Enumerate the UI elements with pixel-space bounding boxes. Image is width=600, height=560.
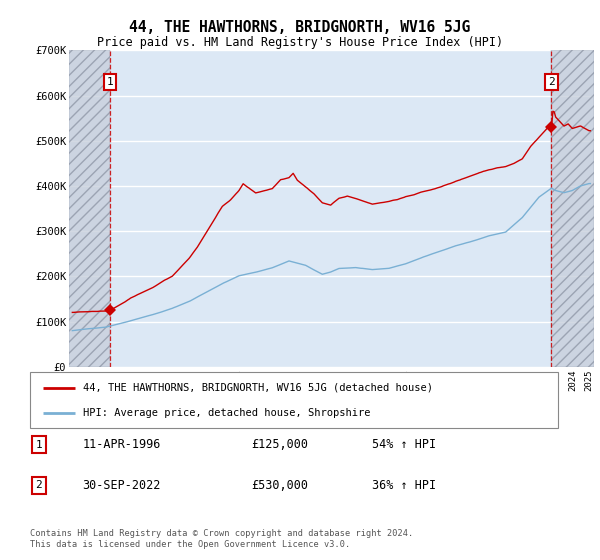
Text: £530,000: £530,000 (251, 479, 308, 492)
Text: 1: 1 (35, 440, 42, 450)
Text: Price paid vs. HM Land Registry's House Price Index (HPI): Price paid vs. HM Land Registry's House … (97, 36, 503, 49)
Bar (69, 50, 110, 367)
Text: 1: 1 (107, 77, 114, 87)
Text: HPI: Average price, detached house, Shropshire: HPI: Average price, detached house, Shro… (83, 408, 370, 418)
Text: 54% ↑ HPI: 54% ↑ HPI (372, 438, 436, 451)
Text: 36% ↑ HPI: 36% ↑ HPI (372, 479, 436, 492)
Text: Contains HM Land Registry data © Crown copyright and database right 2024.
This d: Contains HM Land Registry data © Crown c… (30, 529, 413, 549)
Text: 44, THE HAWTHORNS, BRIDGNORTH, WV16 5JG: 44, THE HAWTHORNS, BRIDGNORTH, WV16 5JG (130, 20, 470, 35)
Bar (551, 50, 594, 367)
Text: 44, THE HAWTHORNS, BRIDGNORTH, WV16 5JG (detached house): 44, THE HAWTHORNS, BRIDGNORTH, WV16 5JG … (83, 382, 433, 393)
Text: £125,000: £125,000 (251, 438, 308, 451)
FancyBboxPatch shape (30, 372, 558, 428)
Text: 11-APR-1996: 11-APR-1996 (82, 438, 161, 451)
Text: 30-SEP-2022: 30-SEP-2022 (82, 479, 161, 492)
Text: 2: 2 (35, 480, 42, 490)
Text: 2: 2 (548, 77, 555, 87)
